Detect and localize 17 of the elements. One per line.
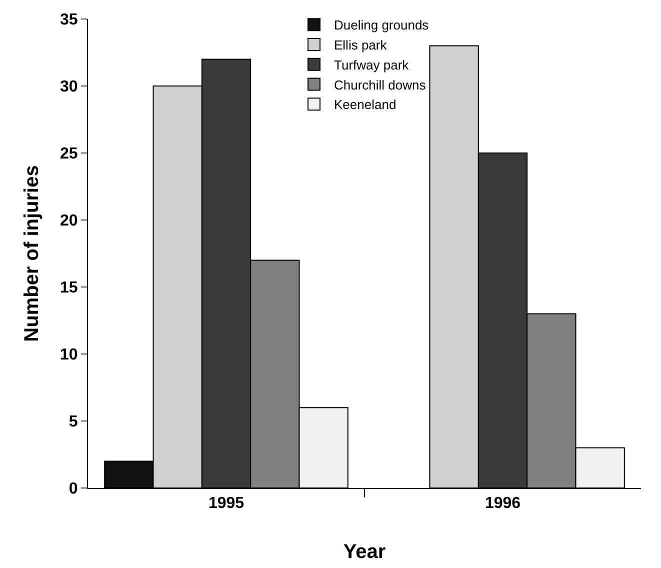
- y-tick-label: 10: [60, 346, 78, 364]
- y-tick-label: 25: [60, 146, 78, 163]
- y-tick-label: 20: [60, 212, 78, 230]
- y-tick-label: 15: [60, 280, 78, 297]
- y-tick-label: 5: [68, 414, 78, 431]
- y-axis-title: Number of injuries: [21, 165, 43, 342]
- y-tick-label: 35: [60, 12, 78, 29]
- x-tick-label: 1996: [484, 495, 521, 512]
- legend-label: Turfway park: [334, 57, 410, 72]
- legend-label: Ellis park: [334, 38, 388, 53]
- y-tick-label: 30: [60, 78, 78, 96]
- legend-label: Churchill downs: [334, 77, 426, 92]
- legend-label: Keeneland: [334, 97, 396, 112]
- y-tick-label: 0: [68, 480, 78, 498]
- legend-label: Dueling grounds: [334, 18, 430, 33]
- x-tick-label: 1995: [208, 495, 244, 512]
- x-axis-title: Year: [343, 541, 386, 563]
